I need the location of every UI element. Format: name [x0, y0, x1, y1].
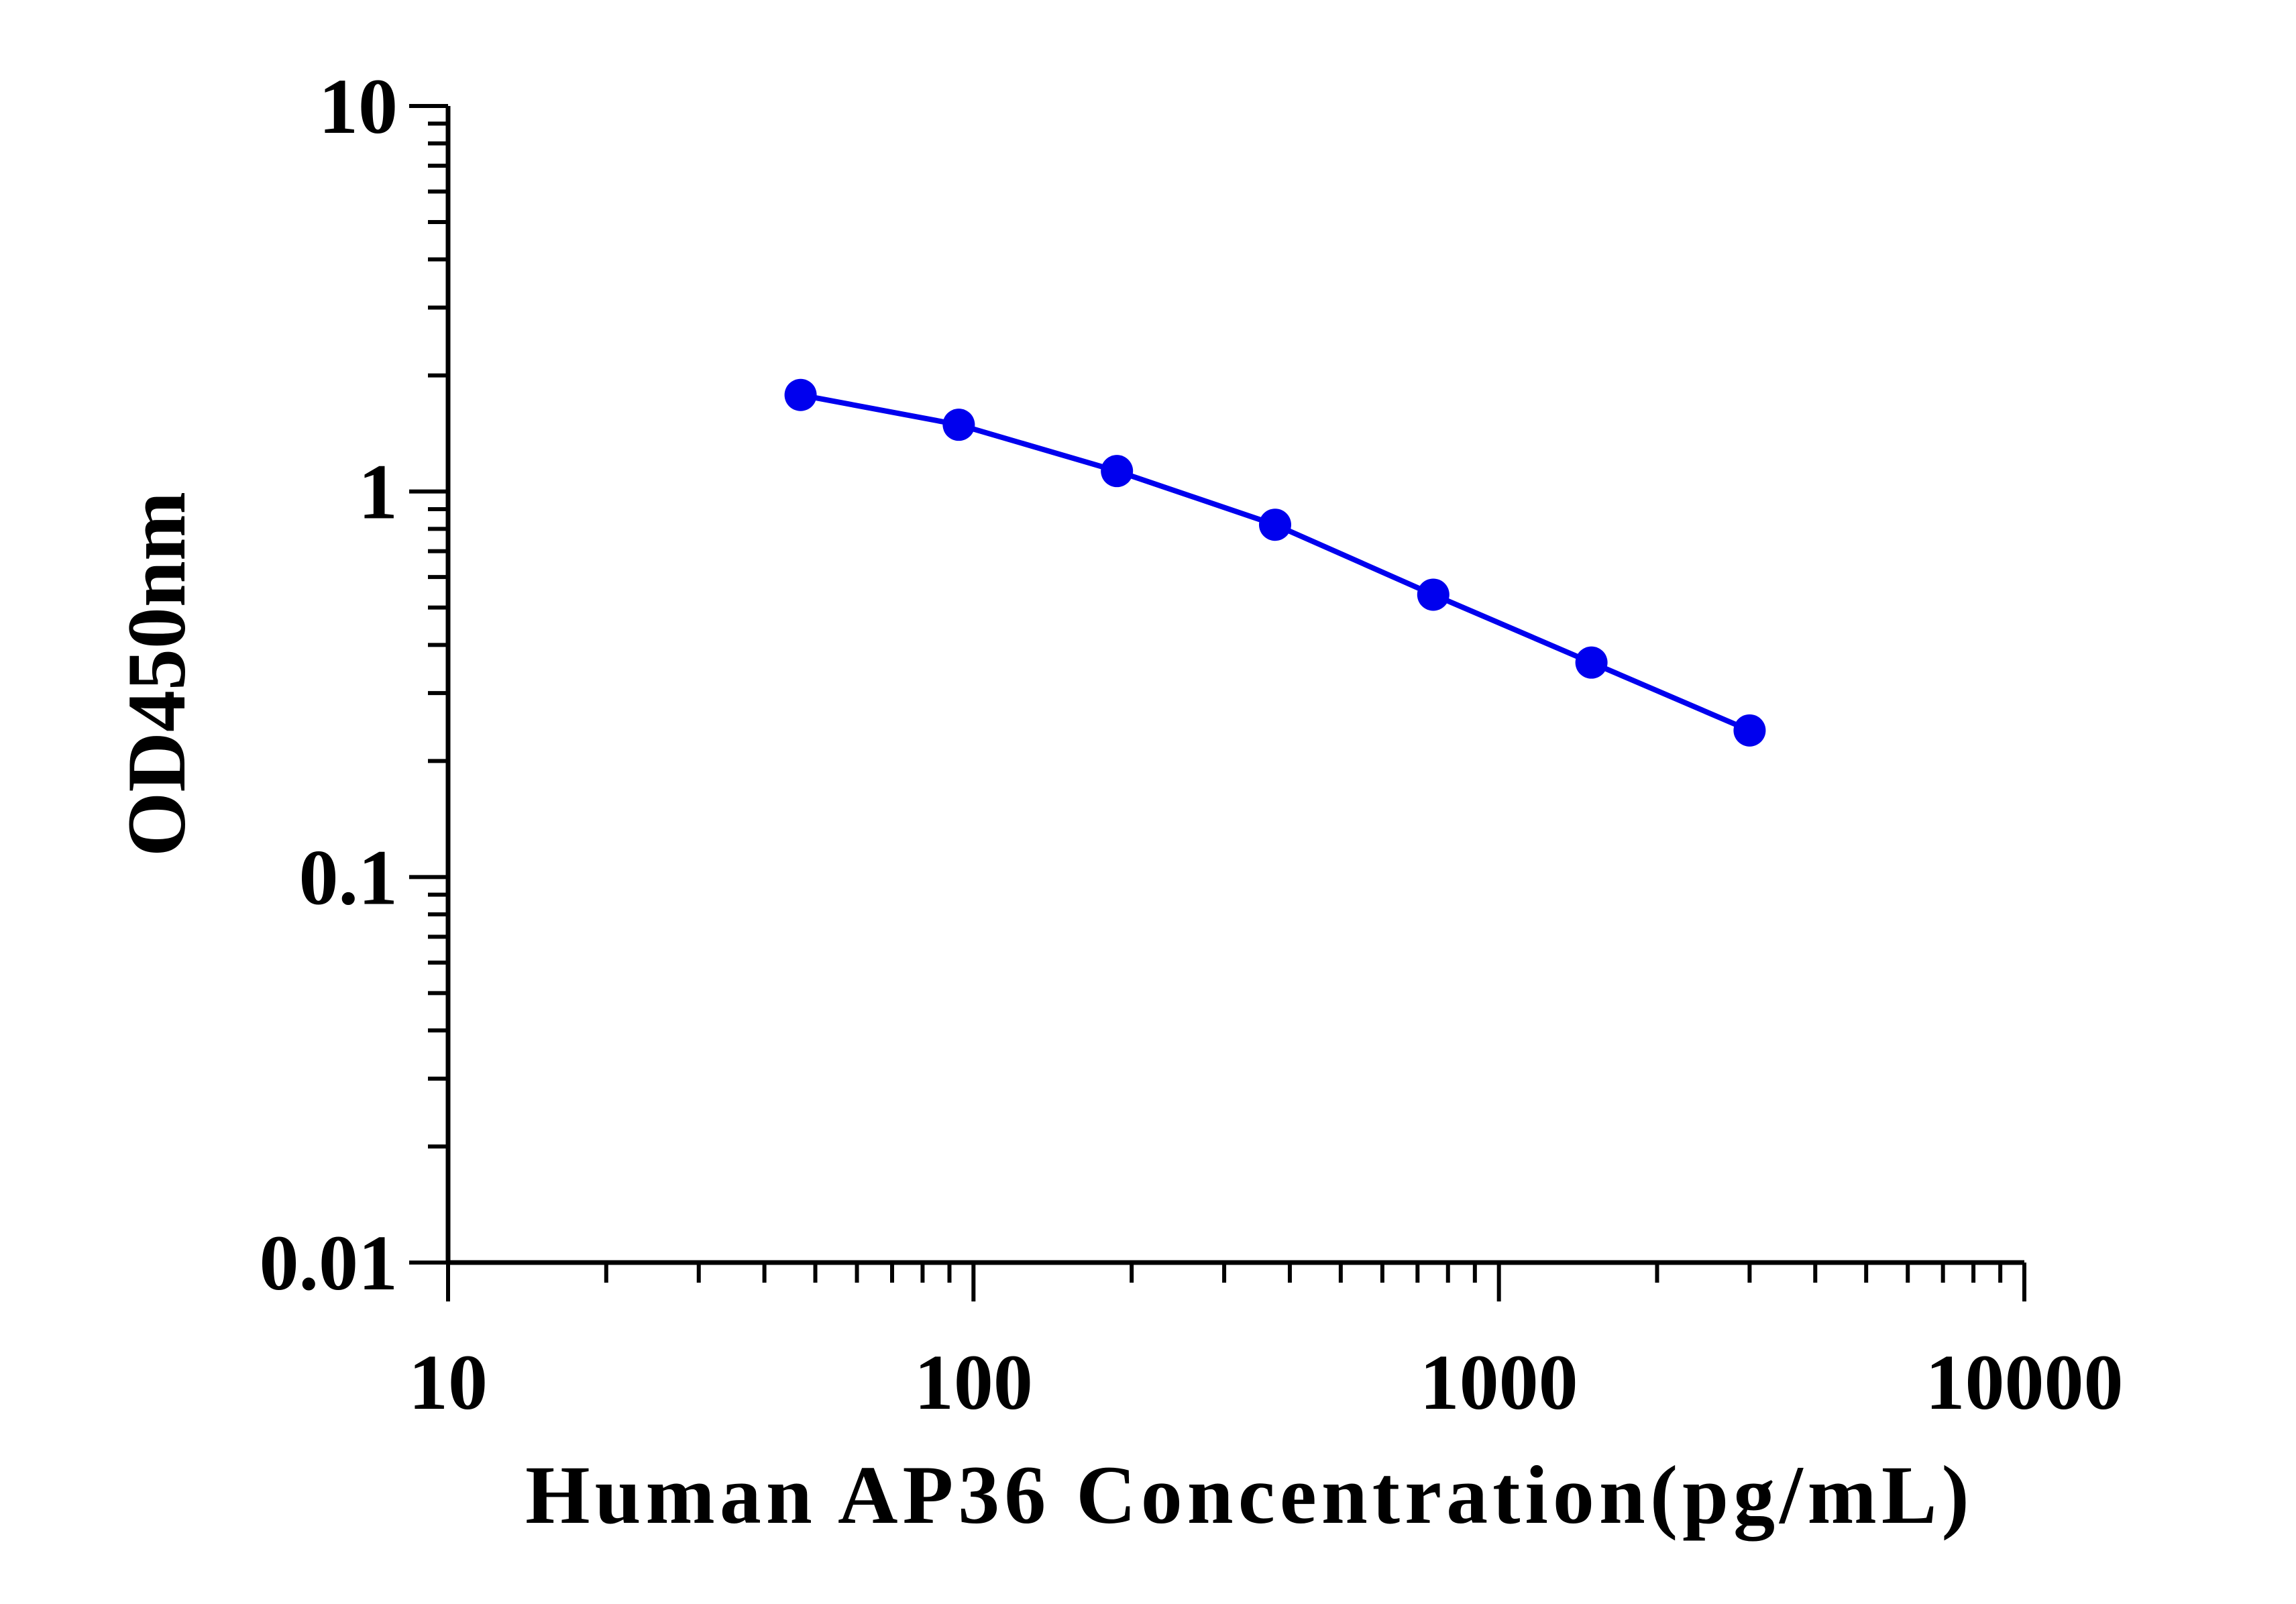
y-axis-tick-labels: 0.01 0.1 1 10	[260, 62, 398, 1307]
data-point	[942, 409, 975, 441]
data-point	[1733, 714, 1766, 747]
y-tick-label: 1	[358, 448, 398, 536]
x-axis-tick-labels: 10 100 1000 10000	[408, 1338, 2124, 1426]
x-axis-ticks	[446, 1263, 2026, 1301]
data-point	[1101, 455, 1134, 488]
data-point	[784, 378, 817, 411]
y-tick-label: 0.01	[260, 1219, 398, 1307]
data-point	[1258, 509, 1291, 541]
x-tick-label: 10	[408, 1338, 488, 1426]
x-tick-label: 100	[914, 1338, 1033, 1426]
x-tick-label: 10000	[1926, 1338, 2124, 1426]
series-line	[800, 392, 1751, 733]
y-axis-ticks	[409, 104, 448, 1265]
axes: 10 100 1000 10000 0.01 0.1 1 10	[260, 62, 2124, 1426]
x-tick-label: 1000	[1420, 1338, 1578, 1426]
data-point	[1417, 578, 1450, 611]
y-tick-label: 0.1	[299, 833, 398, 921]
data-point	[1575, 646, 1608, 679]
x-axis-title: Human AP36 Concentration(pg/mL)	[525, 1449, 1974, 1542]
y-tick-label: 10	[319, 62, 398, 150]
data-series	[784, 378, 1766, 747]
y-axis-title: OD450nm	[111, 492, 203, 857]
